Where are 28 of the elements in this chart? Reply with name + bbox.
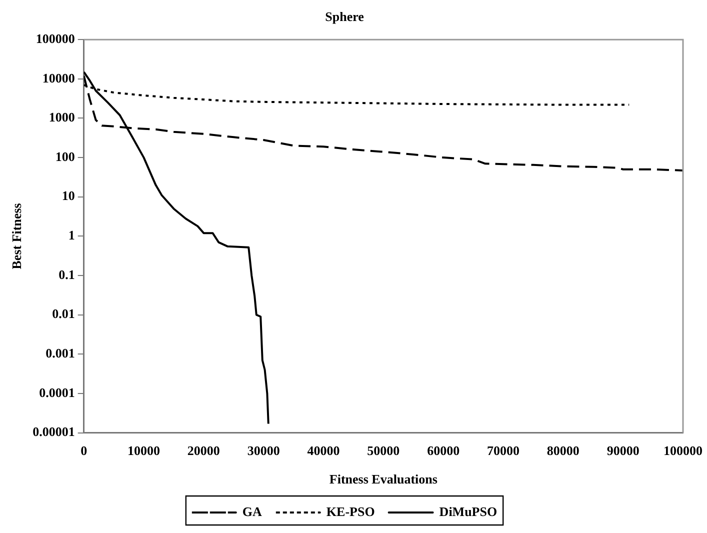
legend-label: DiMuPSO <box>439 504 498 519</box>
y-tick-label: 0.00001 <box>32 424 75 440</box>
y-tick-label: 1000 <box>48 110 75 125</box>
x-tick-label: 50000 <box>367 442 400 458</box>
y-tick-label: 0.01 <box>52 306 75 322</box>
legend-label: KE-PSO <box>326 504 375 519</box>
x-tick-label: 30000 <box>247 442 280 458</box>
y-tick-label: 1 <box>68 228 75 243</box>
x-axis-title: Fitness Evaluations <box>329 472 438 487</box>
y-tick-label: 0.0001 <box>39 384 75 400</box>
legend-label: GA <box>242 504 263 519</box>
x-tick-label: 10000 <box>128 442 160 458</box>
y-axis-title: Best Fitness <box>9 203 24 270</box>
x-tick-label: 90000 <box>606 442 640 458</box>
chart-title: Sphere <box>325 9 364 24</box>
x-tick-label: 60000 <box>427 442 460 458</box>
y-tick-label: 10 <box>62 188 75 204</box>
y-tick-label: 100000 <box>36 30 75 46</box>
x-tick-label: 20000 <box>187 442 220 458</box>
x-tick-label: 0 <box>80 442 88 458</box>
x-tick-label: 80000 <box>546 442 580 458</box>
y-tick-label: 100 <box>55 148 75 164</box>
x-tick-label: 100000 <box>664 442 702 458</box>
x-tick-label: 40000 <box>307 442 340 458</box>
y-tick-label: 10000 <box>42 70 75 86</box>
x-tick-label: 70000 <box>487 442 520 458</box>
y-tick-label: 0.1 <box>58 266 75 282</box>
y-tick-label: 0.001 <box>46 346 75 361</box>
